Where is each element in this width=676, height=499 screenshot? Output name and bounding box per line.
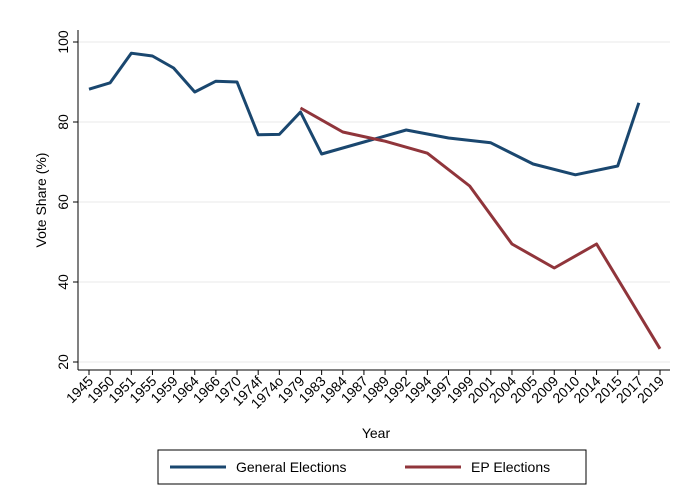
series-line xyxy=(299,106,662,350)
series-line xyxy=(88,51,641,177)
legend-box xyxy=(157,449,587,485)
y-tick-label: 100 xyxy=(55,30,71,54)
y-axis-title: Vote Share (%) xyxy=(33,153,49,248)
y-tick-label: 80 xyxy=(55,114,71,130)
x-axis-title: Year xyxy=(362,425,391,441)
y-tick-label: 20 xyxy=(55,354,71,370)
y-tick-label: 60 xyxy=(55,194,71,210)
legend-label: General Elections xyxy=(236,459,347,475)
legend-label: EP Elections xyxy=(471,459,550,475)
y-tick-label: 40 xyxy=(55,274,71,290)
